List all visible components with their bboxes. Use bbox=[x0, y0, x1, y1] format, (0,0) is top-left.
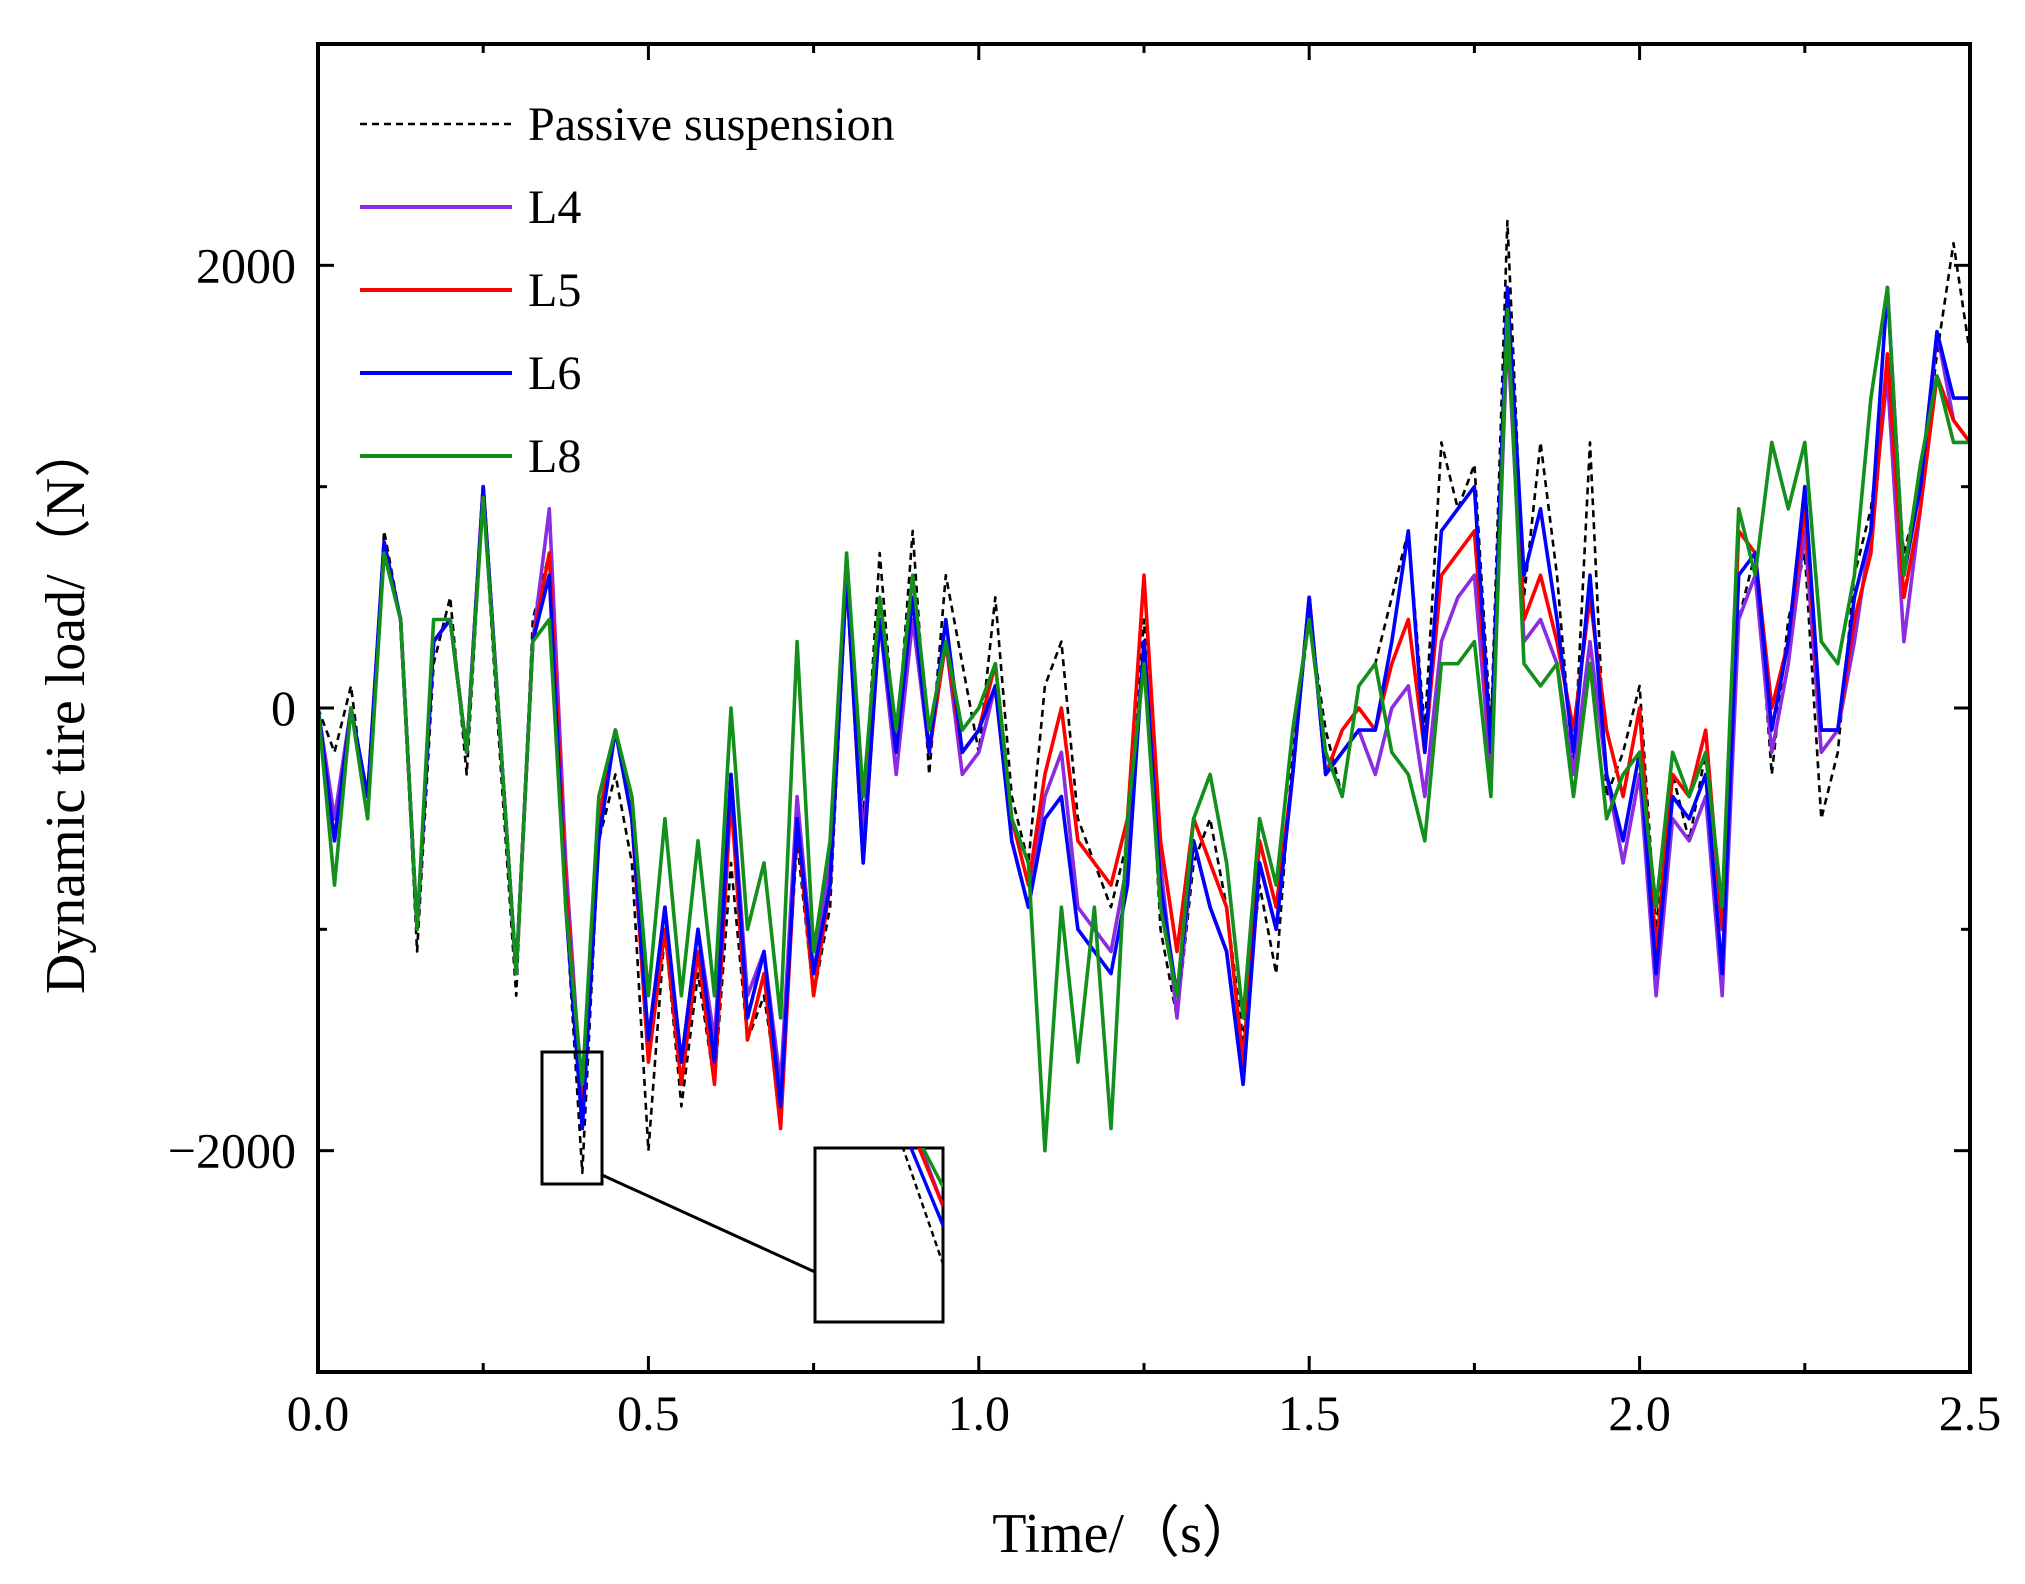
legend-label: L6 bbox=[528, 347, 581, 400]
zoom-inset-box bbox=[813, 1146, 945, 1324]
y-axis-title: Dynamic tire load/（N） bbox=[35, 422, 97, 994]
x-tick-label: 0.5 bbox=[617, 1385, 680, 1441]
y-axis-ticks: −2000 0 2000 bbox=[168, 42, 1970, 1374]
legend-label: L4 bbox=[528, 181, 581, 234]
legend-label: Passive suspension bbox=[528, 98, 895, 151]
zoom-connector-line bbox=[601, 1173, 816, 1274]
y-tick-label: −2000 bbox=[168, 1123, 296, 1179]
y-tick-label: 0 bbox=[271, 680, 296, 736]
x-tick-label: 0.0 bbox=[287, 1385, 350, 1441]
x-axis-ticks: 0.0 0.5 1.0 1.5 2.0 2.5 bbox=[287, 44, 2002, 1441]
x-tick-label: 2.5 bbox=[1939, 1385, 2002, 1441]
x-tick-label: 2.0 bbox=[1608, 1385, 1671, 1441]
plot-frame bbox=[316, 42, 1972, 1374]
inset-series-line bbox=[909, 1148, 943, 1226]
inset-series-line bbox=[901, 1148, 943, 1265]
x-tick-label: 1.5 bbox=[1278, 1385, 1341, 1441]
x-axis-title: Time/（s） bbox=[992, 1503, 1258, 1565]
legend: Passive suspension L4 L5 L6 L8 bbox=[360, 98, 895, 483]
x-tick-label: 1.0 bbox=[948, 1385, 1011, 1441]
series-line bbox=[318, 285, 1970, 1153]
zoom-source-box bbox=[540, 1050, 604, 1186]
zoom-inset bbox=[540, 1050, 945, 1324]
legend-label: L5 bbox=[528, 264, 581, 317]
series-line bbox=[318, 285, 1970, 1131]
plot-lines bbox=[318, 219, 1970, 1175]
legend-label: L8 bbox=[528, 430, 581, 483]
y-tick-label: 2000 bbox=[196, 237, 296, 293]
zoom-inset-lines bbox=[901, 1148, 943, 1265]
